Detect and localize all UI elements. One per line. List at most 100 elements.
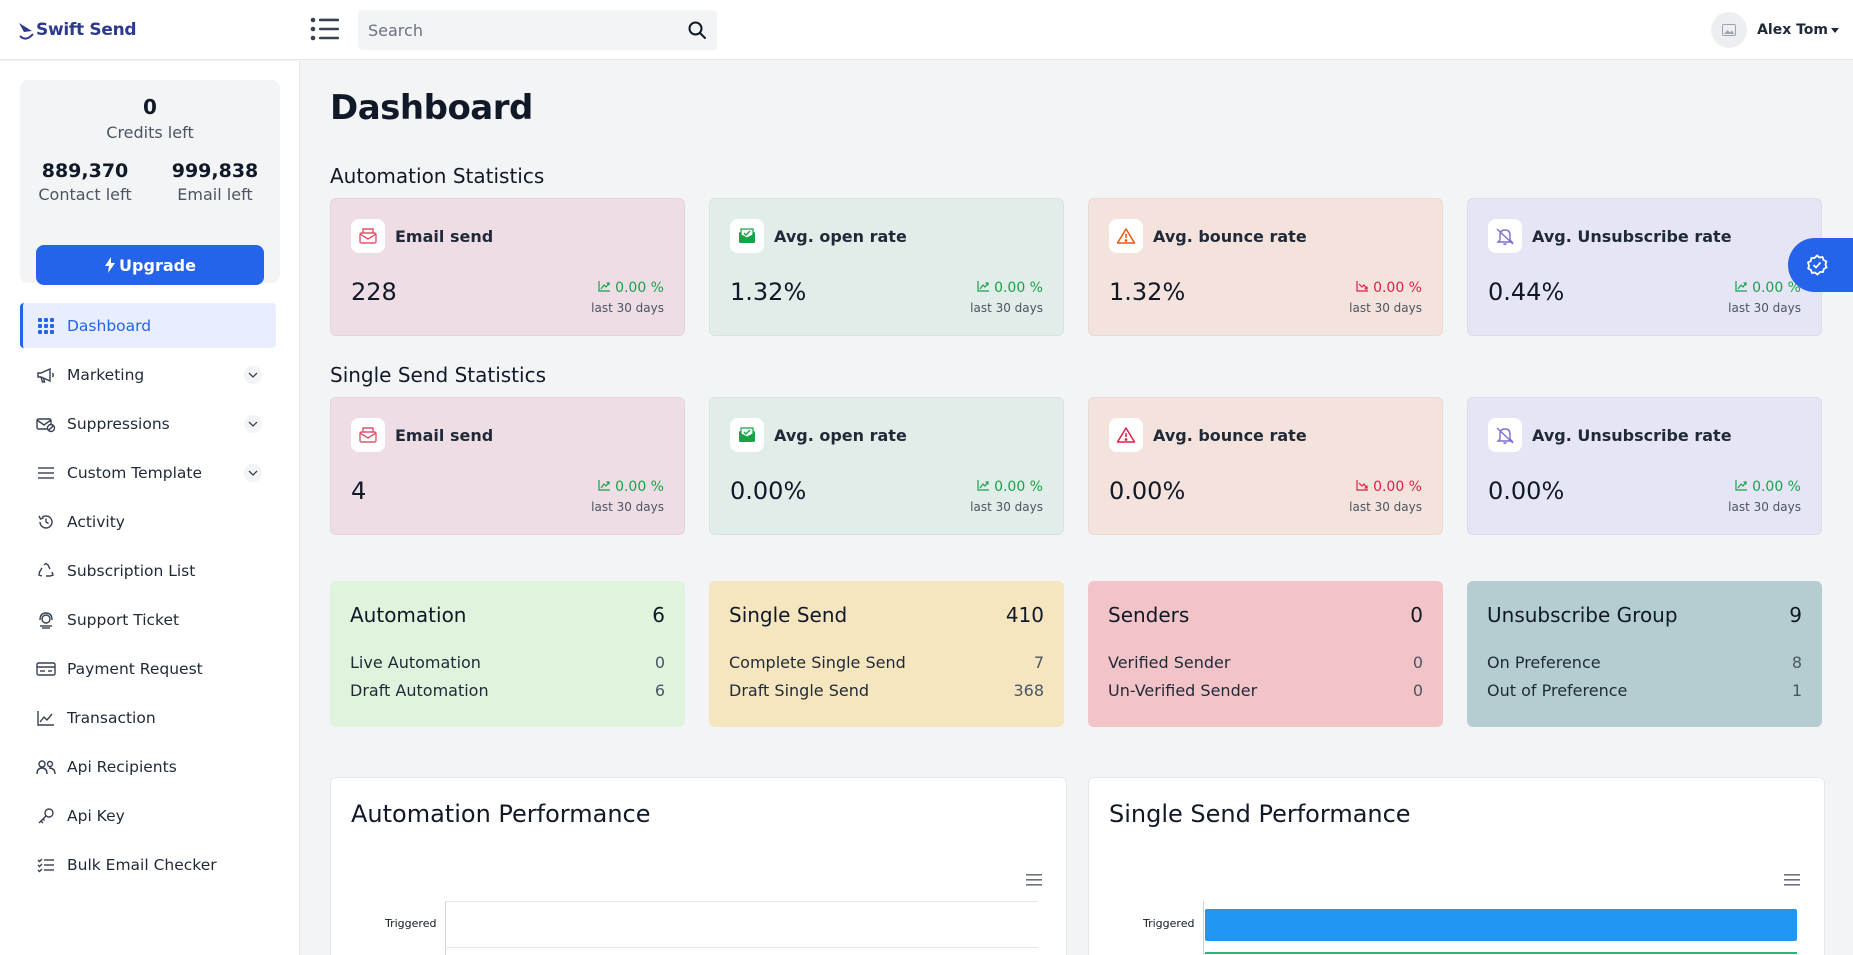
summary-row-value: 1 (1791, 681, 1802, 700)
sidebar-item-label: Custom Template (67, 463, 203, 482)
sidebar-item-transaction[interactable]: Transaction (20, 695, 276, 740)
trend-value: 0.00 % (615, 280, 664, 296)
trend-value: 0.00 % (1752, 479, 1801, 495)
stat-title: Avg. Unsubscribe rate (1532, 426, 1732, 445)
stat-period: last 30 days (970, 500, 1043, 514)
user-menu[interactable]: Alex Tom (1711, 12, 1839, 48)
sidebar-item-payment-request[interactable]: Payment Request (20, 646, 276, 691)
chevron-down-icon[interactable] (244, 366, 262, 384)
sidebar-item-label: Dashboard (67, 316, 152, 335)
sidebar-item-custom-template[interactable]: Custom Template (20, 450, 276, 495)
users-icon (36, 757, 56, 777)
menu-toggle-icon[interactable] (310, 16, 340, 42)
image-placeholder-icon (1722, 24, 1737, 36)
lines-icon (36, 463, 56, 483)
summary-row: Verified Sender 0 (1108, 653, 1423, 675)
summary-row-label: Live Automation (350, 653, 481, 672)
triggered-bar[interactable] (1205, 909, 1797, 941)
trend-up-icon (1735, 479, 1752, 495)
emails-value: 999,838 (171, 160, 259, 182)
sidebar-item-api-key[interactable]: Api Key (20, 793, 276, 838)
sidebar-item-bulk-email-checker[interactable]: Bulk Email Checker (20, 842, 276, 887)
grid-icon (36, 316, 56, 336)
search-icon[interactable] (687, 20, 707, 40)
summary-total: 410 (1005, 603, 1044, 627)
search-input[interactable] (368, 10, 668, 50)
avg-unsubscribe-rate-card: Avg. Unsubscribe rate 0.44% 0.00 % last 30 … (1467, 198, 1822, 336)
warning-icon (1109, 219, 1143, 253)
stat-title: Email send (395, 426, 494, 445)
stat-value: 4 (351, 477, 367, 505)
checklist-icon (36, 855, 56, 875)
trend-up-icon (598, 280, 615, 296)
sidebar-item-activity[interactable]: Activity (20, 499, 276, 544)
stat-trend: 0.00 % (1356, 280, 1422, 296)
automation-summary-card[interactable]: Automation 6 Live Automation 0 Draft Automat… (330, 581, 685, 727)
emails-label: Email left (177, 185, 253, 204)
sidebar-nav: Dashboard Marketing Suppressions Custom … (20, 303, 276, 891)
automation-performance-plot (445, 901, 1038, 955)
stat-trend: 0.00 % (598, 479, 664, 495)
sidebar-item-subscription-list[interactable]: Subscription List (20, 548, 276, 593)
history-icon (36, 512, 56, 532)
contacts-stat: 889,370 Contact left (20, 160, 150, 204)
trend-value: 0.00 % (994, 479, 1043, 495)
summary-row-value: 0 (654, 653, 665, 672)
summary-row-label: Complete Single Send (729, 653, 906, 672)
automation-performance-title: Automation Performance (351, 800, 651, 828)
avg-unsubscribe-rate-card: Avg. Unsubscribe rate 0.00% 0.00 % last 30 … (1467, 397, 1822, 535)
summary-row-value: 0 (1412, 653, 1423, 672)
sidebar-item-label: Transaction (67, 708, 156, 727)
summary-row-label: Out of Preference (1487, 681, 1628, 700)
summary-row-label: Draft Single Send (729, 681, 869, 700)
email-send-card: Email send 228 0.00 % last 30 days (330, 198, 685, 336)
chart-category-label: Triggered (1143, 917, 1195, 930)
page-title: Dashboard (330, 88, 533, 128)
chevron-down-icon[interactable] (244, 464, 262, 482)
sidebar-item-label: Suppressions (67, 414, 170, 433)
sidebar-item-label: Support Ticket (67, 610, 180, 629)
sidebar-item-api-recipients[interactable]: Api Recipients (20, 744, 276, 789)
sidebar-item-label: Activity (67, 512, 125, 531)
trend-up-icon (977, 280, 994, 296)
summary-total: 6 (652, 603, 665, 627)
avg-open-rate-card: Avg. open rate 0.00% 0.00 % last 30 days (709, 397, 1064, 535)
trend-chart-icon (36, 708, 56, 728)
summary-total: 0 (1410, 603, 1423, 627)
sidebar-item-marketing[interactable]: Marketing (20, 352, 276, 397)
automation-statistics-heading: Automation Statistics (330, 164, 545, 188)
floating-settings-button[interactable] (1788, 238, 1853, 292)
sidebar-item-support-ticket[interactable]: Support Ticket (20, 597, 276, 642)
stat-title: Avg. bounce rate (1153, 426, 1307, 445)
bell-off-icon (1488, 418, 1522, 452)
lightning-icon (105, 257, 116, 273)
sidebar-item-suppressions[interactable]: Suppressions (20, 401, 276, 446)
summary-row: Draft Automation 6 (350, 681, 665, 703)
stat-value: 0.00% (1488, 477, 1565, 505)
upgrade-button[interactable]: Upgrade (36, 245, 264, 285)
app-logo[interactable]: Swift Send (18, 14, 137, 46)
stat-trend: 0.00 % (598, 280, 664, 296)
recycle-icon (36, 561, 56, 581)
mail-block-icon (36, 414, 56, 434)
single-send-summary-card[interactable]: Single Send 410 Complete Single Send 7 Draft… (709, 581, 1064, 727)
chevron-down-icon[interactable] (244, 415, 262, 433)
summary-row: Live Automation 0 (350, 653, 665, 675)
sidebar-item-dashboard[interactable]: Dashboard (20, 303, 276, 348)
unsubscribe-group-summary-card[interactable]: Unsubscribe Group 9 On Preference 8 Out of P… (1467, 581, 1822, 727)
summary-title: Single Send (729, 603, 848, 627)
sidebar-item-label: Bulk Email Checker (67, 855, 217, 874)
chart-menu-icon[interactable] (1784, 874, 1800, 886)
summary-row-label: Draft Automation (350, 681, 489, 700)
senders-summary-card[interactable]: Senders 0 Verified Sender 0 Un-Verified Send… (1088, 581, 1443, 727)
summary-row-value: 368 (1013, 681, 1044, 700)
user-name: Alex Tom (1757, 22, 1828, 38)
sidebar-item-label: Marketing (67, 365, 145, 384)
summary-total: 9 (1789, 603, 1802, 627)
stat-value: 0.00% (1109, 477, 1186, 505)
single-send-performance-card: Single Send Performance Triggered (1088, 777, 1825, 955)
chart-menu-icon[interactable] (1026, 874, 1042, 886)
summary-title: Automation (350, 603, 467, 627)
stat-value: 228 (351, 278, 397, 306)
trend-up-icon (1735, 280, 1752, 296)
